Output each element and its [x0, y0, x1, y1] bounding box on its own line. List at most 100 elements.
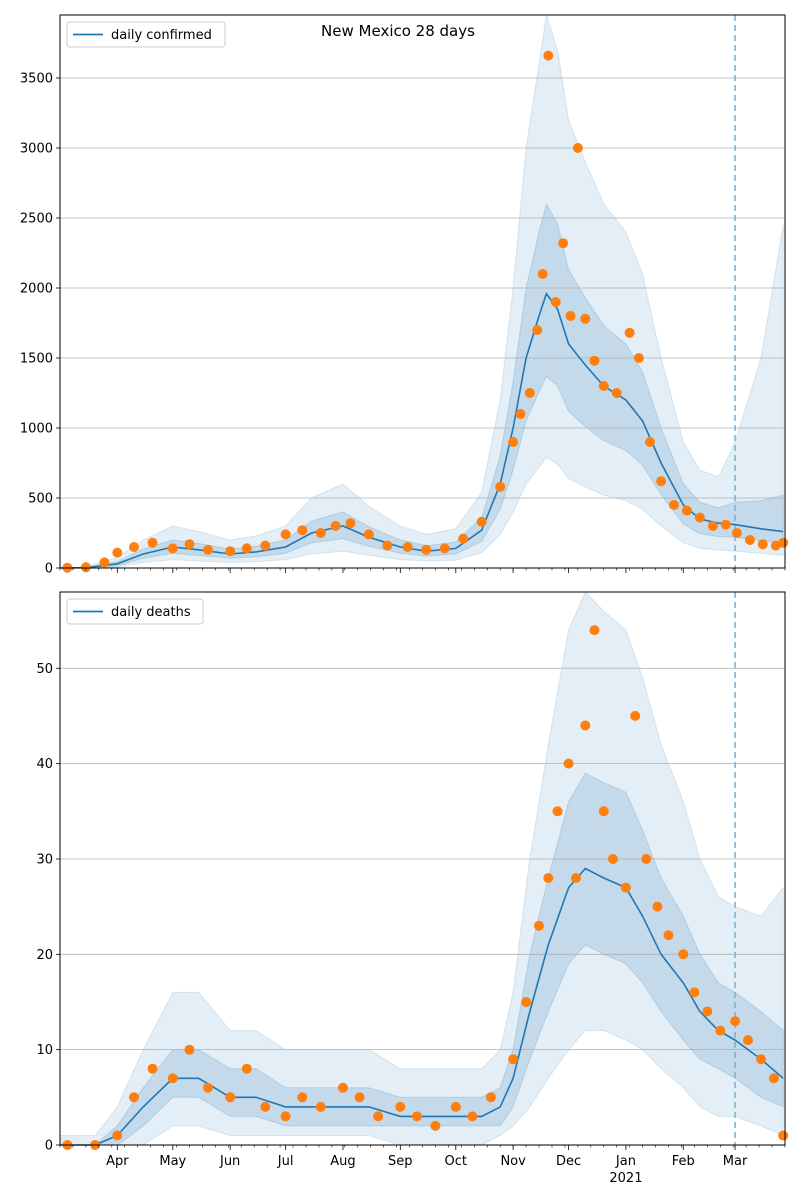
observed-point: [624, 327, 635, 338]
y-tick-label: 2000: [20, 282, 53, 297]
observed-point: [694, 512, 705, 523]
observed-point: [184, 539, 195, 550]
year-label: 2021: [609, 1171, 642, 1186]
y-tick-label: 20: [36, 948, 53, 963]
outer-band: [59, 14, 784, 569]
observed-point: [565, 311, 576, 321]
observed-point: [563, 758, 574, 769]
observed-point: [112, 1130, 123, 1141]
inner-band: [59, 202, 784, 569]
y-tick-label: 1000: [20, 422, 53, 437]
observed-point: [611, 388, 622, 398]
y-tick-label: 50: [36, 662, 53, 677]
observed-point: [715, 1025, 726, 1036]
x-tick-label: Aug: [330, 1154, 355, 1169]
observed-point: [395, 1101, 406, 1112]
observed-point: [532, 325, 543, 335]
y-tick-label: 30: [36, 852, 53, 867]
observed-point: [495, 481, 506, 492]
observed-point: [768, 1073, 779, 1084]
x-tick-label: Mar: [723, 1154, 748, 1169]
y-tick-label: 500: [28, 492, 53, 507]
x-tick-label: Jul: [277, 1154, 294, 1169]
observed-point: [534, 920, 544, 931]
legend-box: [66, 598, 204, 625]
observed-point: [402, 542, 413, 552]
observed-point: [225, 546, 236, 557]
observed-point: [315, 1101, 326, 1112]
observed-point: [147, 537, 158, 548]
observed-point: [580, 313, 591, 324]
observed-point: [589, 355, 600, 366]
observed-point: [373, 1111, 384, 1122]
observed-point: [330, 521, 341, 531]
observed-point: [99, 557, 110, 568]
observed-point: [744, 535, 755, 545]
y-tick-label: 3500: [20, 72, 53, 87]
observed-point: [521, 997, 532, 1007]
observed-point: [682, 505, 692, 516]
observed-point: [421, 544, 432, 555]
y-tick-label: 0: [45, 1139, 53, 1154]
observed-point: [338, 1082, 348, 1093]
observed-point: [652, 901, 663, 912]
deaths-panel: 0 10 20 30 40 50 Apr May Jun Jul Aug Sep Oct Nov Dec Ja…: [36, 591, 789, 1186]
observed-point: [743, 1035, 753, 1046]
x-tick-label: Dec: [556, 1154, 581, 1169]
x-tick-label: May: [159, 1154, 186, 1169]
model-line: [59, 291, 784, 569]
observed-point: [756, 1054, 766, 1065]
observed-point: [184, 1044, 195, 1055]
legend-label: daily confirmed: [111, 28, 212, 43]
observed-point: [297, 1092, 308, 1103]
x-tick-label: Jan: [615, 1154, 636, 1169]
y-tick-label: 1500: [20, 352, 53, 367]
x-tick-label: Feb: [672, 1154, 695, 1169]
y-tick-label: 40: [36, 757, 53, 772]
observed-point: [730, 1016, 741, 1027]
observed-point: [778, 1130, 789, 1141]
observed-point: [297, 525, 308, 536]
observed-point: [430, 1120, 441, 1131]
observed-point: [439, 543, 450, 554]
observed-point: [508, 437, 519, 447]
observed-point: [80, 562, 91, 573]
observed-point: [129, 542, 139, 552]
observed-point: [225, 1092, 236, 1103]
observed-point: [412, 1111, 422, 1122]
observed-point: [558, 238, 569, 249]
x-tick-label: Sep: [388, 1154, 413, 1169]
legend-box: [66, 21, 226, 48]
observed-point: [543, 50, 554, 61]
observed-point: [663, 930, 674, 941]
observed-point: [147, 1063, 158, 1074]
observed-point: [476, 516, 487, 527]
observed-point: [572, 143, 583, 153]
y-tick-label: 3000: [20, 142, 53, 157]
observed-point: [552, 806, 563, 817]
observed-point: [537, 269, 548, 279]
observed-point: [778, 537, 789, 548]
observed-point: [203, 1082, 213, 1093]
observed-point: [757, 539, 768, 550]
observed-point: [678, 949, 689, 960]
observed-point: [580, 720, 591, 731]
observed-point: [467, 1111, 478, 1122]
x-tick-label: Jun: [219, 1154, 240, 1169]
confirmed-panel: 0 500 1000 1500 2000 2500 3000 3500 daily confi…: [20, 14, 789, 577]
observed-point: [720, 519, 731, 530]
observed-point: [354, 1092, 365, 1103]
x-tick-label: Nov: [500, 1154, 526, 1169]
chart-title: New Mexico 28 days: [321, 22, 475, 40]
observed-point: [702, 1006, 713, 1017]
observed-point: [280, 529, 291, 540]
x-tick-label: Oct: [445, 1154, 467, 1169]
observed-point: [524, 388, 535, 398]
observed-point: [203, 544, 213, 555]
x-tick-label: Apr: [106, 1154, 129, 1169]
observed-point: [515, 409, 526, 419]
observed-point: [485, 1092, 496, 1103]
observed-point: [241, 1063, 252, 1074]
model-line: [60, 867, 784, 1146]
